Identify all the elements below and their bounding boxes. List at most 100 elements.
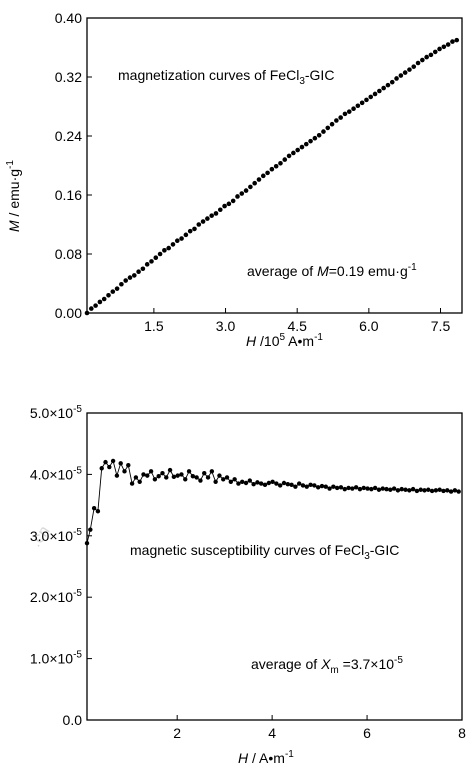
- data-point: [251, 482, 256, 487]
- data-point: [361, 485, 366, 491]
- data-point: [196, 222, 202, 227]
- data-point: [278, 160, 283, 166]
- data-point: [418, 487, 423, 492]
- data-point: [454, 37, 460, 43]
- y-tick-base: 10: [58, 466, 74, 482]
- data-point: [338, 115, 343, 120]
- data-point: [243, 480, 249, 486]
- data-point: [424, 54, 429, 60]
- data-point: [269, 166, 275, 172]
- data-point: [289, 482, 294, 488]
- data-point: [114, 286, 120, 291]
- data-point: [315, 485, 321, 490]
- data-point: [377, 88, 382, 94]
- data-point: [235, 194, 240, 199]
- data-point: [198, 478, 203, 483]
- data-point: [118, 461, 123, 466]
- data-point: [157, 251, 163, 257]
- magnetization-chart: 0.00 0.08 0.16 0.24 0.32 0.40 1.5 3.0 4.5 6.0 7.5…: [5, 10, 463, 349]
- data-point: [265, 170, 270, 176]
- data-point: [273, 163, 279, 169]
- data-point: [445, 488, 450, 493]
- data-point: [429, 488, 435, 494]
- data-point: [133, 475, 139, 480]
- data-point: [148, 469, 154, 474]
- data-point: [140, 266, 146, 272]
- data-point: [103, 459, 108, 465]
- data-point: [239, 191, 245, 196]
- data-point: [192, 226, 197, 232]
- data-point: [262, 482, 268, 488]
- y-tick-label: 0.0: [63, 712, 83, 728]
- data-point: [95, 509, 101, 514]
- data-point: [152, 477, 158, 482]
- data-point: [170, 242, 176, 247]
- data-point: [183, 477, 188, 482]
- data-point: [304, 484, 309, 489]
- data-point: [221, 477, 226, 482]
- data-point: [106, 293, 111, 298]
- data-point: [119, 281, 124, 287]
- data-point: [224, 475, 230, 480]
- data-point: [175, 473, 180, 478]
- data-point: [144, 262, 150, 267]
- data-point: [153, 255, 159, 260]
- data-point: [126, 462, 131, 468]
- plot-frame-bottom: [86, 412, 463, 721]
- data-point: [407, 488, 412, 493]
- data-point: [346, 485, 351, 491]
- data-point: [213, 479, 218, 484]
- y-tick-label: 3.0×10-5: [30, 527, 83, 544]
- data-point: [166, 245, 171, 251]
- data-point: [281, 480, 287, 486]
- data-point: [190, 474, 196, 479]
- data-point: [350, 486, 355, 491]
- data-point: [448, 489, 454, 494]
- data-point: [359, 100, 365, 106]
- data-point: [389, 79, 395, 85]
- data-point: [394, 76, 399, 81]
- y-tick-label: 1.0×10-5: [30, 650, 83, 667]
- data-point: [162, 248, 167, 253]
- data-point: [88, 527, 93, 532]
- data-point: [179, 472, 184, 477]
- data-point: [331, 484, 336, 489]
- data-point: [230, 198, 236, 204]
- data-point: [88, 306, 94, 311]
- data-point: [415, 60, 421, 66]
- data-point: [441, 488, 446, 494]
- y-tick-exponent: -5: [73, 588, 82, 599]
- data-point: [368, 94, 374, 100]
- data-point: [84, 540, 90, 546]
- y-tick-base: 10: [58, 651, 74, 667]
- data-point: [136, 269, 141, 275]
- data-point: [426, 487, 431, 492]
- data-point: [365, 486, 370, 491]
- annotation-susceptibility: magnetic susceptibility curves of FeCl3-…: [130, 542, 399, 562]
- data-point: [355, 103, 361, 109]
- data-point: [445, 42, 451, 47]
- data-point: [296, 481, 302, 486]
- data-point: [295, 147, 300, 153]
- data-point: [186, 469, 192, 474]
- data-point: [260, 173, 266, 179]
- data-point: [129, 481, 135, 486]
- data-point: [97, 299, 103, 305]
- data-point: [122, 469, 127, 474]
- data-point: [312, 135, 318, 141]
- data-point: [270, 479, 275, 484]
- x-axis-ticks-bottom: 2 4 6 8: [173, 715, 466, 741]
- y-tick-mantissa: 0.0: [63, 712, 83, 728]
- data-point: [123, 278, 128, 283]
- data-point: [351, 106, 356, 112]
- average-annotation-magnetization: average of M=0.19 emu·g-1: [247, 262, 417, 279]
- data-point: [167, 467, 173, 473]
- data-point: [255, 480, 260, 485]
- data-point: [247, 478, 253, 483]
- data-point: [137, 479, 142, 484]
- x-tick-label: 6.0: [359, 318, 379, 334]
- y-tick-label: 0.32: [55, 69, 82, 85]
- data-point: [437, 487, 442, 492]
- x-tick-label: 1.5: [144, 318, 164, 334]
- x-axis-ticks-top: 1.5 3.0 4.5 6.0 7.5: [144, 308, 450, 334]
